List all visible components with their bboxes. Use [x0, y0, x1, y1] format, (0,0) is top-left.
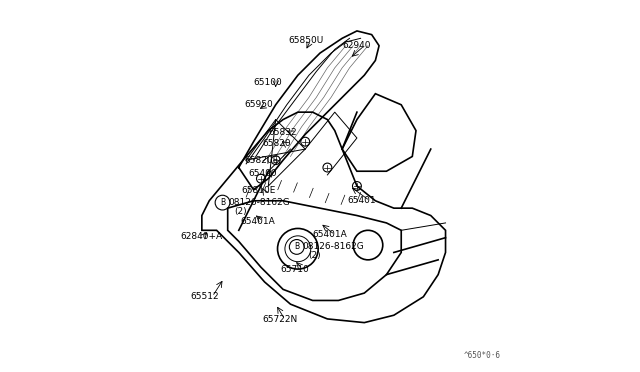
Text: 65950: 65950	[244, 100, 273, 109]
Text: 65100: 65100	[253, 78, 282, 87]
Text: 65820: 65820	[263, 139, 291, 148]
Text: B: B	[220, 198, 225, 207]
Text: (2): (2)	[308, 251, 321, 260]
Text: 65810E: 65810E	[242, 186, 276, 195]
Text: 62940: 62940	[342, 41, 371, 50]
Text: 08126-8162G: 08126-8162G	[303, 243, 364, 251]
Text: 65401: 65401	[348, 196, 376, 205]
Text: 65401A: 65401A	[241, 217, 275, 225]
Text: 65820E: 65820E	[244, 155, 278, 165]
Text: 08126-8162G: 08126-8162G	[228, 198, 290, 207]
Text: ^650*0·6: ^650*0·6	[464, 351, 501, 360]
Text: 65850U: 65850U	[289, 36, 324, 45]
Text: 65710: 65710	[280, 264, 309, 273]
Text: 65512: 65512	[190, 292, 219, 301]
Text: 65401A: 65401A	[312, 230, 348, 239]
Text: 65400: 65400	[248, 169, 276, 177]
Text: 65722N: 65722N	[263, 315, 298, 324]
Text: B: B	[294, 243, 300, 251]
Text: 62840+A: 62840+A	[181, 232, 223, 241]
Text: (2): (2)	[234, 206, 247, 216]
Text: 65832: 65832	[268, 128, 297, 137]
